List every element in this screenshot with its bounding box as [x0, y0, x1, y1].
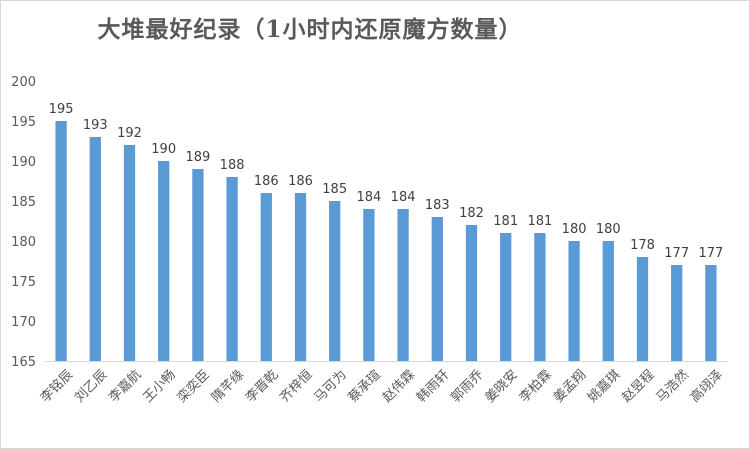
- x-tick-label: 蔡承瑄: [346, 367, 384, 405]
- x-tick-label: 隋芊缘: [208, 367, 247, 406]
- y-tick-label: 165: [11, 355, 36, 370]
- bar: [602, 241, 614, 361]
- x-tick-label: 赵伟霖: [380, 367, 418, 405]
- y-tick-label: 180: [11, 235, 36, 250]
- x-tick-label: 姜孟翔: [551, 367, 589, 405]
- data-label: 182: [459, 206, 484, 221]
- x-tick-label: 李晋乾: [243, 367, 281, 405]
- x-tick-label: 韩雨轩: [414, 367, 452, 405]
- data-label: 190: [151, 142, 176, 157]
- data-label: 177: [698, 246, 723, 261]
- x-tick-label: 刘乙辰: [72, 367, 110, 405]
- bar: [294, 193, 307, 361]
- bar: [636, 257, 649, 361]
- x-tick-label: 姚嘉琪: [585, 367, 623, 405]
- bar: [192, 169, 204, 361]
- y-tick-label: 200: [11, 75, 36, 90]
- y-tick-label: 185: [11, 195, 36, 210]
- x-tick-label: 王小畅: [141, 367, 179, 405]
- x-tick-label: 郭雨乔: [448, 367, 487, 406]
- bar: [397, 209, 409, 361]
- bar: [500, 233, 512, 361]
- data-label: 186: [288, 174, 313, 189]
- x-tick-label: 马可为: [312, 367, 350, 405]
- x-tick-label: 赵昱程: [619, 367, 657, 405]
- y-tick-label: 190: [11, 155, 36, 170]
- bar: [158, 161, 170, 361]
- bar: [534, 233, 546, 361]
- x-tick-label: 齐梓恒: [277, 367, 316, 406]
- x-tick-label: 高翊泽: [687, 367, 726, 406]
- bar: [363, 209, 375, 361]
- y-tick-label: 170: [11, 315, 36, 330]
- data-label: 186: [254, 174, 279, 189]
- bar: [226, 177, 238, 361]
- bar: [705, 265, 717, 361]
- data-label: 180: [562, 222, 587, 237]
- x-tick-label: 李柏霖: [517, 367, 555, 405]
- bar: [465, 225, 478, 361]
- x-tick-label: 李嘉航: [106, 367, 145, 406]
- data-label: 181: [493, 214, 518, 229]
- x-tick-label: 姜晓安: [483, 367, 521, 405]
- x-tick-label: 马浩然: [653, 367, 692, 406]
- data-label: 185: [322, 182, 347, 197]
- bar: [568, 241, 580, 361]
- data-label: 195: [49, 102, 74, 117]
- bar: [123, 145, 136, 361]
- x-tick-label: 栾奕臣: [174, 367, 213, 406]
- data-label: 178: [630, 238, 655, 253]
- data-label: 180: [596, 222, 621, 237]
- data-label: 193: [83, 118, 108, 133]
- data-label: 183: [425, 198, 450, 213]
- data-label: 188: [220, 158, 245, 173]
- bar: [431, 217, 443, 361]
- x-tick-label: 李铭辰: [38, 367, 76, 405]
- data-label: 184: [356, 190, 381, 205]
- bar: [55, 121, 67, 361]
- data-label: 184: [391, 190, 416, 205]
- data-label: 192: [117, 126, 142, 141]
- bar: [260, 193, 272, 361]
- bar: [671, 265, 683, 361]
- data-label: 177: [664, 246, 689, 261]
- bar: [89, 137, 101, 361]
- data-label: 181: [527, 214, 552, 229]
- data-label: 189: [185, 150, 210, 165]
- y-tick-label: 175: [11, 275, 36, 290]
- bar: [329, 201, 341, 361]
- chart-title: 大堆最好纪录（1小时内还原魔方数量）: [97, 16, 523, 43]
- y-tick-label: 195: [11, 115, 36, 130]
